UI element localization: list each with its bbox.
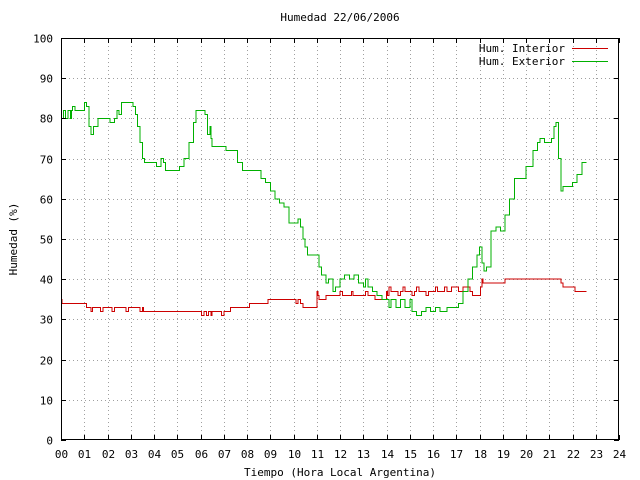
legend-label-interior: Hum. Interior bbox=[479, 42, 565, 55]
y-tick-label: 80 bbox=[40, 113, 53, 126]
x-tick-label: 18 bbox=[474, 448, 487, 461]
y-tick-label: 50 bbox=[40, 234, 53, 247]
x-tick-label: 03 bbox=[125, 448, 138, 461]
y-axis-label: Humedad (%) bbox=[7, 203, 20, 276]
x-tick-label: 00 bbox=[55, 448, 68, 461]
x-tick-label: 21 bbox=[543, 448, 556, 461]
legend: Hum. Interior Hum. Exterior bbox=[479, 42, 608, 68]
x-tick-label: 10 bbox=[288, 448, 301, 461]
x-tick-label: 12 bbox=[334, 448, 347, 461]
x-tick-label: 14 bbox=[381, 448, 395, 461]
x-tick-label: 11 bbox=[311, 448, 324, 461]
x-tick-label: 20 bbox=[520, 448, 533, 461]
x-tick-label: 06 bbox=[195, 448, 208, 461]
y-tick-label: 30 bbox=[40, 314, 53, 327]
x-tick-label: 08 bbox=[241, 448, 254, 461]
y-tick-label: 70 bbox=[40, 154, 53, 167]
y-tick-label: 0 bbox=[46, 435, 53, 448]
x-tick-label: 02 bbox=[102, 448, 115, 461]
chart-title: Humedad 22/06/2006 bbox=[280, 11, 399, 24]
x-tick-label: 01 bbox=[78, 448, 91, 461]
series-lines bbox=[61, 101, 587, 316]
tick-marks bbox=[61, 38, 620, 441]
x-tick-label: 19 bbox=[497, 448, 510, 461]
x-tick-label: 16 bbox=[427, 448, 440, 461]
x-tick-label: 15 bbox=[404, 448, 417, 461]
series-line-exterior bbox=[61, 101, 587, 316]
x-axis-label: Tiempo (Hora Local Argentina) bbox=[244, 466, 436, 479]
x-tick-label: 22 bbox=[567, 448, 580, 461]
x-tick-label: 17 bbox=[450, 448, 463, 461]
x-tick-label: 13 bbox=[357, 448, 370, 461]
y-tick-label: 10 bbox=[40, 395, 53, 408]
y-tick-label: 20 bbox=[40, 355, 53, 368]
x-tick-label: 05 bbox=[171, 448, 184, 461]
x-tick-label: 23 bbox=[590, 448, 603, 461]
y-tick-label: 100 bbox=[33, 33, 53, 46]
y-tick-label: 40 bbox=[40, 274, 53, 287]
x-tick-label: 09 bbox=[264, 448, 277, 461]
y-tick-label: 60 bbox=[40, 194, 53, 207]
x-tick-label: 07 bbox=[218, 448, 231, 461]
y-tick-label: 90 bbox=[40, 73, 53, 86]
x-tick-label: 24 bbox=[613, 448, 627, 461]
tick-labels: 00 01 02 03 04 05 06 07 08 09 10 11 12 13 14 15 16 17 18 19… bbox=[33, 33, 626, 462]
series-line-interior bbox=[61, 278, 587, 316]
x-tick-label: 04 bbox=[148, 448, 162, 461]
legend-label-exterior: Hum. Exterior bbox=[479, 55, 565, 68]
